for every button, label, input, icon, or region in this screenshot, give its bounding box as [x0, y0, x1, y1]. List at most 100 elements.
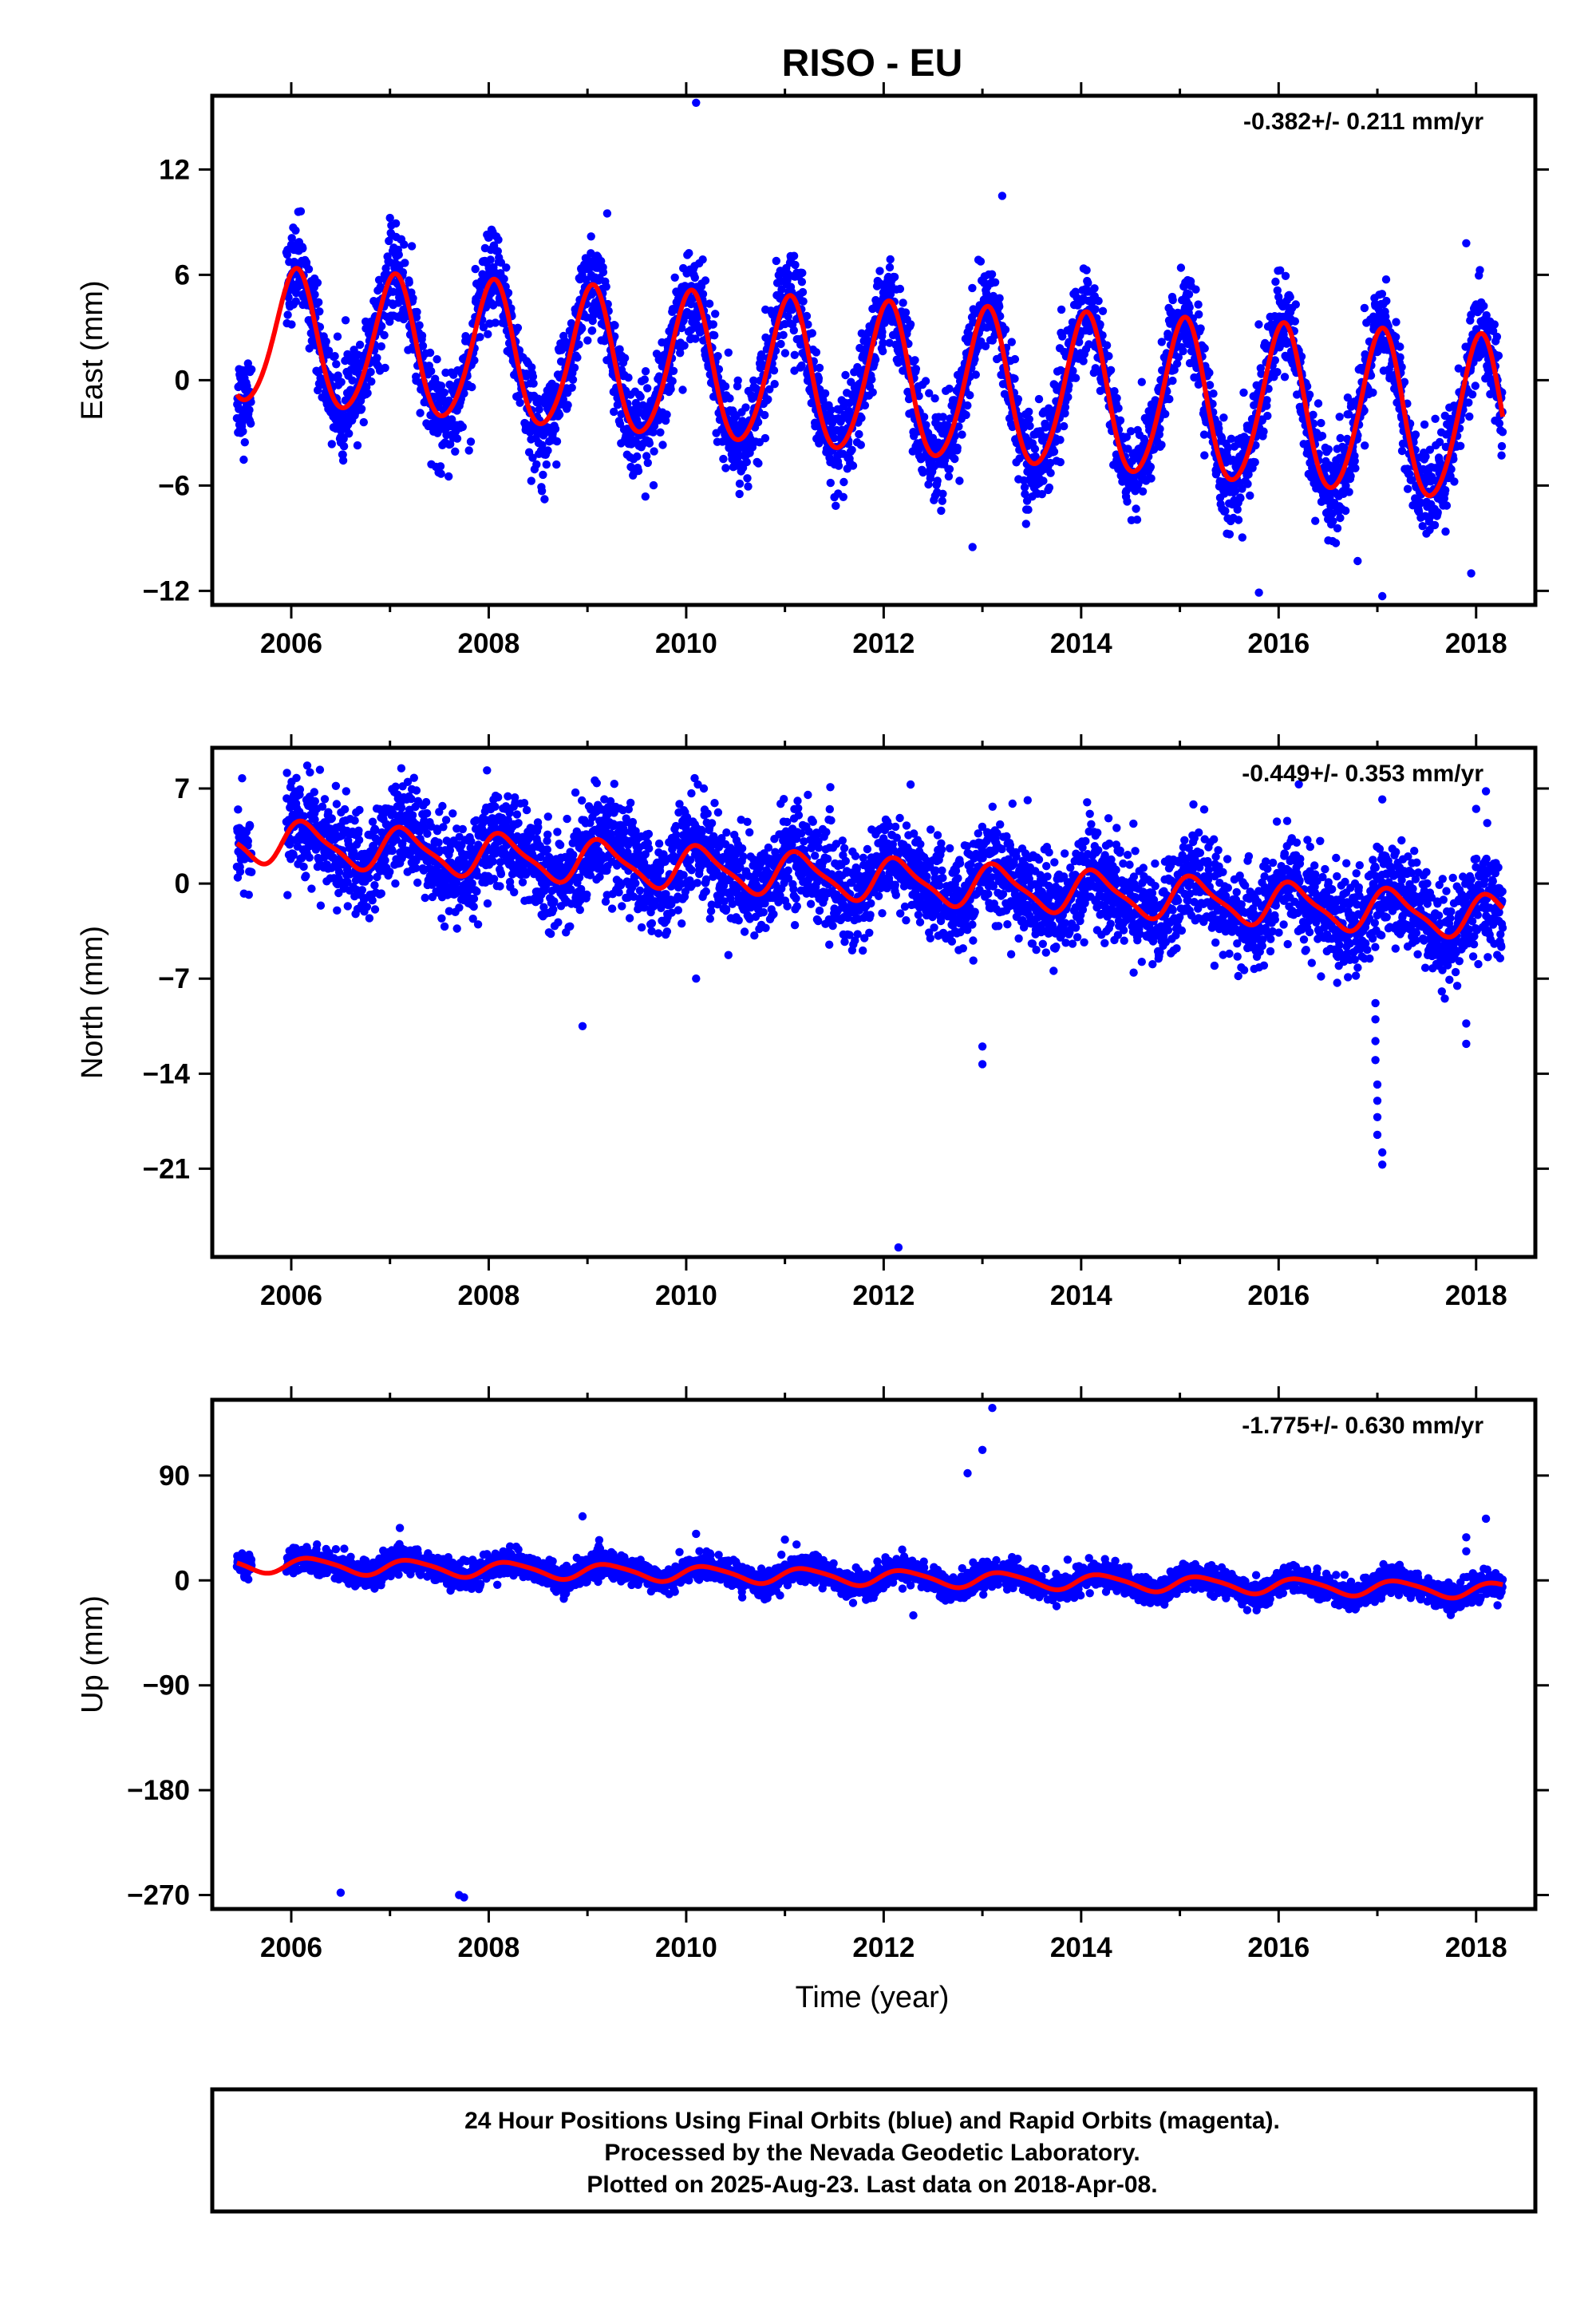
data-point	[292, 774, 300, 782]
data-point	[790, 326, 798, 334]
data-point	[939, 413, 947, 421]
data-point	[741, 403, 749, 411]
data-point	[342, 316, 350, 324]
data-point	[1254, 320, 1262, 328]
data-point	[470, 895, 478, 903]
data-point	[710, 331, 718, 339]
data-point	[1456, 442, 1464, 450]
data-point	[988, 271, 996, 279]
data-point	[1104, 352, 1112, 360]
data-point	[1091, 305, 1099, 313]
data-point	[298, 244, 306, 252]
data-point	[1441, 528, 1449, 536]
data-point	[962, 411, 970, 419]
data-point	[244, 837, 252, 845]
data-point	[1361, 304, 1369, 312]
data-point	[316, 765, 324, 773]
data-point	[568, 384, 576, 392]
data-point	[641, 375, 649, 383]
data-point	[1195, 310, 1203, 318]
data-point	[294, 713, 302, 721]
data-point	[405, 279, 413, 287]
x-tick-label: 2016	[1247, 628, 1310, 659]
data-point	[1271, 278, 1279, 286]
data-point	[1351, 464, 1359, 472]
y-tick-label: 12	[159, 154, 190, 185]
data-point	[1014, 395, 1022, 403]
data-point	[761, 434, 769, 442]
data-point	[643, 384, 651, 392]
data-point	[1332, 539, 1340, 547]
data-point	[719, 455, 727, 463]
data-point	[1239, 389, 1247, 397]
data-point	[555, 410, 563, 418]
data-point	[891, 273, 899, 281]
data-point	[421, 894, 429, 902]
data-point	[1103, 342, 1111, 350]
data-point	[416, 409, 424, 417]
data-point	[1221, 507, 1229, 515]
data-point	[861, 401, 869, 409]
data-point	[1094, 297, 1102, 305]
data-point	[437, 470, 445, 478]
data-point	[1281, 373, 1289, 381]
data-point	[698, 255, 706, 263]
data-point	[743, 458, 751, 466]
data-point	[841, 371, 849, 379]
data-point	[440, 923, 448, 931]
data-point	[1499, 428, 1507, 436]
data-point	[754, 459, 762, 467]
data-point	[455, 903, 463, 911]
data-point	[1314, 399, 1322, 407]
data-point	[529, 379, 537, 387]
data-point	[1465, 413, 1473, 421]
data-point	[1479, 302, 1487, 310]
data-point	[1025, 422, 1033, 430]
data-point	[803, 312, 811, 320]
data-point	[401, 259, 409, 267]
data-point	[291, 227, 299, 235]
data-point	[966, 391, 974, 399]
data-point	[1382, 297, 1390, 305]
data-point	[1001, 326, 1009, 334]
data-point	[1165, 395, 1173, 403]
data-point	[1084, 279, 1092, 287]
data-point	[408, 242, 416, 250]
data-point	[1336, 514, 1344, 522]
data-point	[381, 364, 389, 372]
data-point	[791, 351, 799, 359]
data-point	[370, 881, 378, 889]
data-point	[358, 405, 365, 413]
data-point	[887, 255, 895, 263]
data-point	[392, 219, 400, 227]
data-point	[366, 368, 374, 376]
data-point	[1186, 303, 1194, 311]
data-point	[725, 394, 733, 402]
data-point	[760, 411, 768, 419]
data-point	[678, 385, 686, 393]
data-point	[283, 310, 291, 318]
data-point	[415, 321, 423, 329]
data-point	[299, 863, 307, 871]
data-point	[437, 462, 444, 470]
data-point	[307, 884, 315, 892]
data-point	[543, 460, 551, 468]
data-point	[1057, 306, 1065, 314]
data-point	[680, 342, 688, 350]
data-point	[1082, 266, 1090, 274]
data-point	[239, 456, 247, 464]
rate-annotation: -0.382+/- 0.211 mm/yr	[1243, 109, 1483, 135]
data-point	[540, 495, 548, 503]
data-point	[333, 907, 341, 915]
y-tick-label: 0	[175, 365, 190, 396]
data-point	[418, 331, 426, 339]
data-point	[599, 268, 607, 276]
data-point	[1286, 293, 1294, 301]
data-point	[426, 349, 434, 357]
data-point	[483, 766, 491, 774]
data-point	[1219, 413, 1227, 421]
data-point	[1495, 419, 1503, 427]
